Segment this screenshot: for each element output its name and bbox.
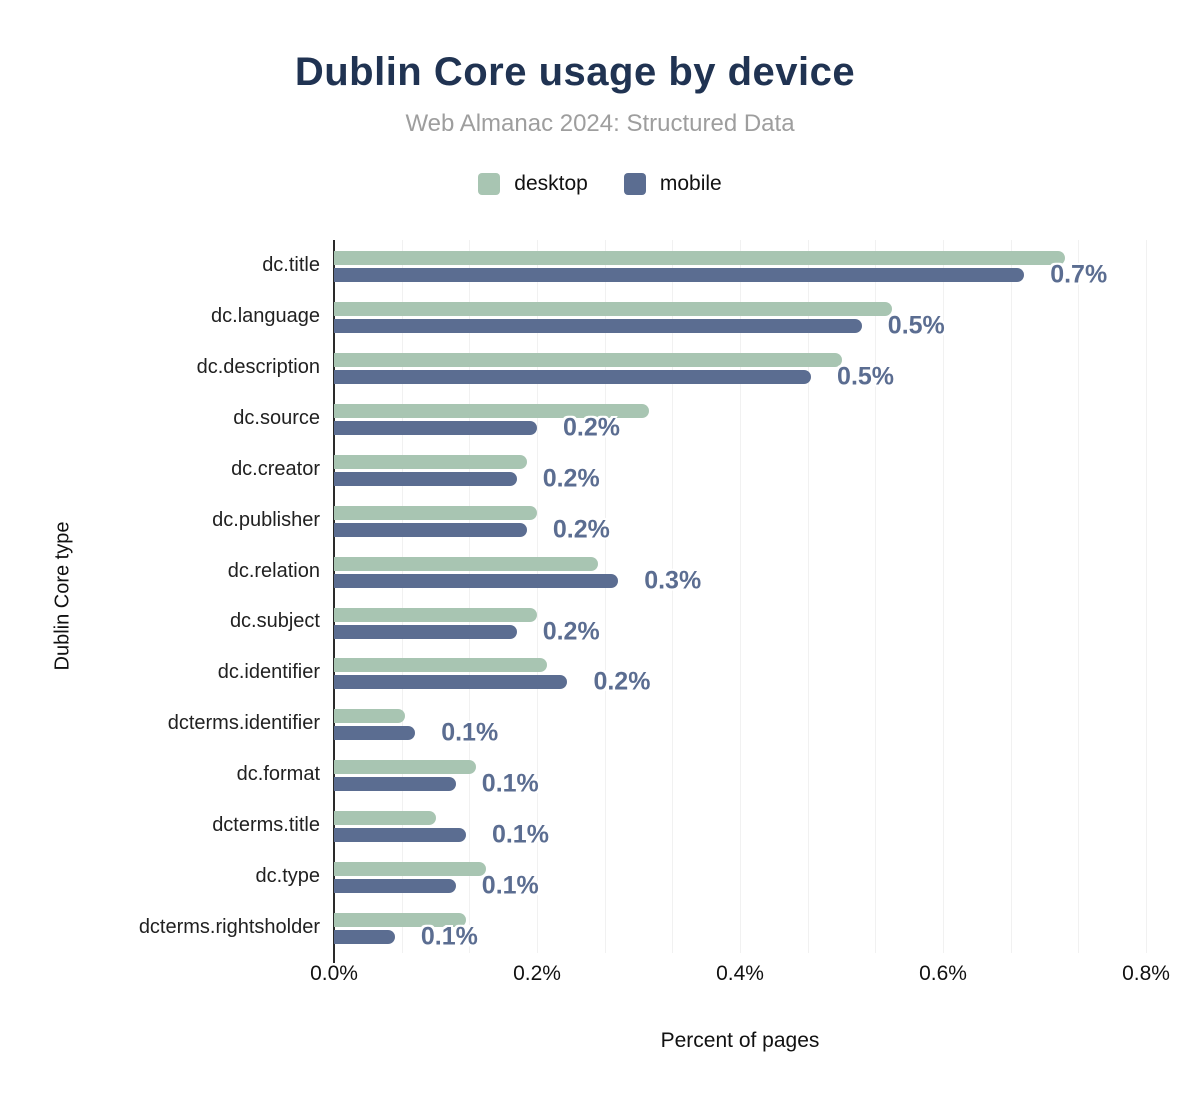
bar-desktop (334, 811, 436, 826)
bar-mobile (334, 879, 456, 894)
bar-mobile (334, 930, 395, 945)
category-label: dc.title (262, 253, 320, 276)
x-tick-label: 0.0% (310, 962, 358, 985)
grid-line (807, 240, 809, 953)
legend: desktop mobile (0, 172, 1200, 196)
grid-line (1146, 240, 1147, 953)
bar-mobile (334, 573, 619, 588)
plot-area: Percent of pages dc.title 0.7% dc.language… (139, 240, 1170, 1052)
grid-line (401, 240, 403, 953)
grid-line (1010, 240, 1012, 953)
bar-desktop (334, 352, 842, 367)
category-label: dc.identifier (217, 661, 320, 684)
y-axis-title: Dublin Core type (51, 521, 74, 671)
grid-line (740, 240, 741, 953)
chart-title: Dublin Core usage by device (294, 50, 856, 94)
x-tick-label: 0.2% (513, 962, 561, 985)
category-label: dc.source (233, 406, 320, 429)
bar-mobile (334, 624, 517, 639)
category-label: dcterms.rightsholder (138, 916, 320, 939)
category-label: dc.type (255, 865, 320, 888)
bar-desktop (334, 607, 537, 622)
category-label: dcterms.identifier (167, 712, 320, 735)
bar-value-label: 0.2% (593, 667, 651, 696)
bar-value-label: 0.2% (542, 617, 600, 645)
category-label: dc.relation (227, 559, 320, 582)
bar-desktop (334, 658, 548, 673)
bar-mobile (334, 318, 862, 333)
bar-value-label: 0.1% (491, 820, 549, 849)
grid-line (943, 240, 944, 953)
bar-desktop (334, 709, 406, 724)
category-label: dc.language (211, 304, 320, 327)
category-label: dc.format (236, 763, 320, 786)
bar-value-label: 0.7% (1050, 260, 1108, 289)
desktop-swatch-icon (478, 173, 501, 195)
bar-mobile (334, 777, 456, 792)
bar-mobile (334, 675, 568, 690)
bar-value-label: 0.1% (481, 871, 539, 900)
mobile-swatch-icon (623, 173, 646, 195)
category-label: dc.publisher (212, 508, 320, 531)
bar-mobile (334, 369, 812, 384)
bar-value-label: 0.2% (563, 413, 620, 442)
x-tick-label: 0.6% (919, 962, 967, 985)
legend-item-desktop: desktop (478, 172, 588, 196)
bar-desktop (334, 403, 649, 418)
x-tick-label: 0.8% (1122, 962, 1170, 985)
grid-line (469, 240, 471, 953)
bar-value-label: 0.5% (837, 362, 895, 391)
bar-desktop (334, 913, 466, 928)
grid-line (1078, 240, 1080, 953)
bar-desktop (334, 454, 527, 469)
grid-line (672, 240, 674, 953)
bar-value-label: 0.2% (552, 515, 610, 544)
grid-line (537, 240, 538, 953)
bar-mobile (334, 522, 527, 537)
bar-value-label: 0.1% (420, 922, 478, 951)
bar-mobile (334, 828, 466, 843)
category-label: dc.creator (231, 457, 320, 480)
grid-line (604, 240, 606, 953)
bar-value-label: 0.3% (644, 566, 702, 595)
bar-value-label: 0.1% (441, 718, 499, 747)
legend-label-mobile: mobile (659, 172, 722, 195)
bar-desktop (334, 556, 598, 571)
bar-value-label: 0.5% (887, 311, 945, 340)
bar-desktop (334, 301, 893, 316)
bar-desktop (334, 251, 1065, 265)
y-axis-line (333, 240, 335, 963)
bar-mobile (334, 726, 416, 741)
grid-line (875, 240, 877, 953)
bar-value-label: 0.1% (481, 769, 539, 798)
bar-desktop (334, 862, 487, 877)
x-axis-title: Percent of pages (660, 1029, 820, 1052)
category-label: dc.description (196, 355, 320, 378)
bar-desktop (334, 505, 537, 520)
legend-label-desktop: desktop (514, 172, 588, 195)
chart-subtitle: Web Almanac 2024: Structured Data (405, 110, 795, 137)
bar-mobile (334, 471, 517, 486)
bar-mobile (334, 420, 537, 435)
x-tick-label: 0.4% (716, 962, 764, 985)
bar-desktop (334, 760, 477, 775)
legend-item-mobile: mobile (623, 172, 722, 196)
bar-value-label: 0.2% (542, 464, 600, 493)
bar-mobile (334, 268, 1025, 282)
category-label: dc.subject (229, 610, 320, 633)
category-label: dcterms.title (212, 814, 320, 837)
